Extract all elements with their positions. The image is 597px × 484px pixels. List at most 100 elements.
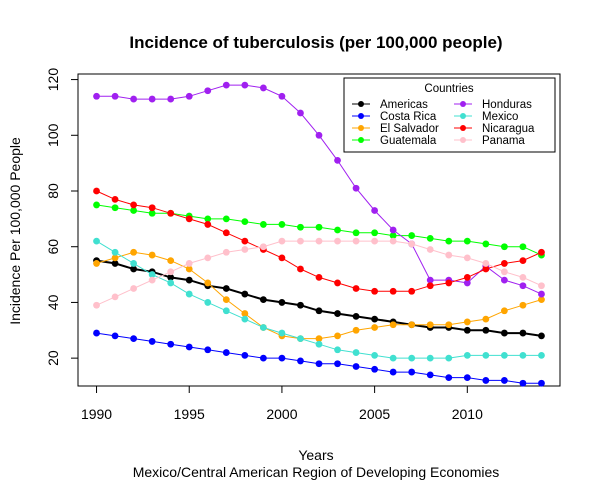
data-point-americas [130,265,138,273]
series-panama [93,237,545,309]
data-point-costa-rica [111,332,119,340]
data-point-nicaragua [538,248,545,256]
data-point-honduras [500,276,508,284]
data-point-mexico [315,340,323,348]
data-point-nicaragua [241,237,249,245]
y-axis-label: Incidence Per 100,000 People [7,137,23,325]
data-point-panama [500,268,508,276]
data-point-nicaragua [334,279,341,287]
data-point-americas [259,296,267,304]
data-point-mexico [334,346,341,354]
legend-marker-guatemala [358,137,364,143]
data-point-americas [519,329,527,337]
data-point-nicaragua [111,195,119,203]
data-point-americas [222,285,230,292]
data-point-guatemala [352,229,360,237]
legend-item-honduras: Honduras [454,99,532,111]
data-point-costa-rica [93,329,100,337]
data-point-costa-rica [204,346,212,354]
data-point-panama [482,260,490,267]
data-point-americas [111,260,119,267]
data-point-nicaragua [371,287,379,295]
data-point-panama [167,268,175,276]
data-point-americas [315,307,323,315]
data-point-el-salvador [130,248,138,256]
data-point-nicaragua [445,279,453,287]
legend-item-mexico: Mexico [454,111,518,123]
data-point-honduras [519,282,527,290]
data-point-mexico [185,290,193,298]
data-point-guatemala [315,223,323,231]
data-point-mexico [167,279,175,287]
data-point-honduras [278,92,286,100]
series-americas [93,257,545,340]
data-point-nicaragua [315,273,323,281]
x-axis: 1990 1995 2000 2005 2010 [81,385,483,422]
y-axis: 20 40 60 80 100 120 [45,68,79,366]
data-point-mexico [538,351,545,359]
y-tick-label: 120 [45,68,61,92]
data-point-costa-rica [148,338,156,345]
data-point-guatemala [334,226,341,234]
data-point-panama [148,276,156,284]
data-point-nicaragua [352,285,360,292]
data-point-guatemala [445,237,453,245]
data-point-americas [278,299,286,306]
data-point-el-salvador [352,326,360,334]
data-point-honduras [463,279,471,287]
data-point-mexico [352,349,360,356]
chart-title: Incidence of tuberculosis (per 100,000 p… [129,33,502,52]
data-point-honduras [538,290,545,298]
data-point-panama [445,251,453,259]
data-point-guatemala [371,229,379,237]
data-point-panama [315,237,323,245]
data-point-el-salvador [463,318,471,326]
data-point-nicaragua [185,215,193,223]
data-point-honduras [148,95,156,103]
data-point-guatemala [204,215,212,223]
data-point-nicaragua [482,265,490,273]
data-point-panama [278,237,286,245]
data-point-guatemala [148,209,156,217]
data-point-mexico [148,271,156,278]
data-point-nicaragua [408,287,416,295]
data-point-costa-rica [463,374,471,382]
data-point-el-salvador [167,257,175,265]
data-point-nicaragua [148,204,156,212]
data-point-americas [500,329,508,337]
data-point-guatemala [111,204,119,212]
data-point-mexico [111,248,119,256]
series-line-americas [96,259,542,337]
legend-marker-mexico [460,113,466,119]
data-point-el-salvador [482,315,490,323]
legend-label-costa-rica: Costa Rica [380,111,437,123]
data-point-nicaragua [278,254,286,262]
data-point-el-salvador [93,260,100,267]
series-line-panama [96,240,542,306]
x-tick-label: 2010 [452,406,483,422]
data-point-honduras [204,87,212,95]
data-point-honduras [167,95,175,103]
data-point-mexico [389,354,397,362]
data-point-americas [297,301,304,309]
data-point-el-salvador [445,321,453,329]
data-point-panama [463,254,471,262]
data-point-americas [352,312,360,320]
data-point-costa-rica [167,340,175,348]
data-point-panama [93,301,100,309]
data-point-el-salvador [315,335,323,343]
data-point-el-salvador [241,310,249,317]
data-point-el-salvador [389,321,397,329]
series-layer [93,81,545,387]
data-point-costa-rica [482,377,490,384]
legend-label-mexico: Mexico [482,111,518,123]
data-point-honduras [426,276,434,284]
data-point-el-salvador [519,301,527,309]
data-point-costa-rica [426,371,434,379]
data-point-costa-rica [297,357,304,365]
data-point-nicaragua [222,229,230,237]
data-point-honduras [241,81,249,89]
data-point-panama [111,293,119,301]
x-tick-label: 1990 [81,406,112,422]
data-point-costa-rica [278,354,286,362]
